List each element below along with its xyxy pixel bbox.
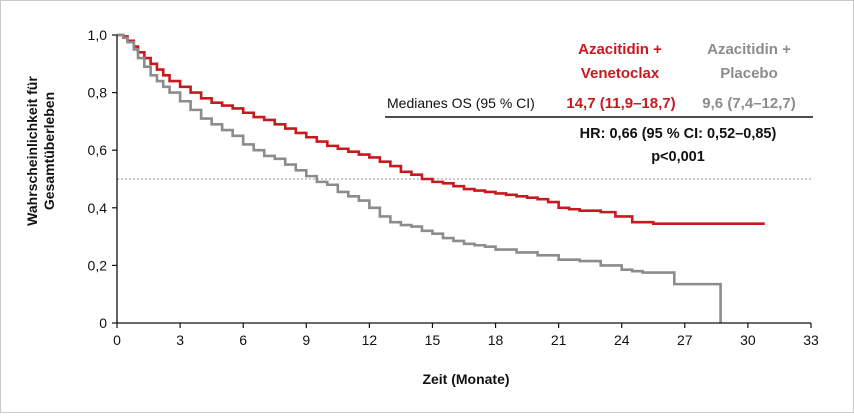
hazard-ratio-text: HR: 0,66 (95 % CI: 0,52–0,85) xyxy=(580,126,777,142)
y-tick-label: 1,0 xyxy=(88,27,108,43)
y-tick-label: 0,8 xyxy=(88,85,108,101)
x-tick-label: 9 xyxy=(302,332,310,348)
x-tick-label: 3 xyxy=(176,332,184,348)
y-tick-label: 0,4 xyxy=(88,200,108,216)
median-row-label: Medianes OS (95 % CI) xyxy=(387,95,535,111)
median-value-placebo: 9,6 (7,4–12,7) xyxy=(702,95,795,112)
legend-header-venetoclax-line-1: Azacitidin + xyxy=(578,41,662,58)
x-tick-label: 21 xyxy=(551,332,567,348)
x-tick-label: 15 xyxy=(425,332,441,348)
median-value-venetoclax: 14,7 (11,9–18,7) xyxy=(566,95,675,112)
x-tick-label: 12 xyxy=(362,332,378,348)
legend-header-venetoclax-line-2: Venetoclax xyxy=(581,65,660,82)
x-tick-label: 33 xyxy=(803,332,819,348)
x-tick-label: 24 xyxy=(614,332,630,348)
x-tick-label: 0 xyxy=(113,332,121,348)
y-tick-label: 0,2 xyxy=(88,257,108,273)
y-tick-label: 0 xyxy=(99,315,107,331)
y-tick-label: 0,6 xyxy=(88,142,108,158)
x-tick-label: 6 xyxy=(239,332,247,348)
x-tick-label: 18 xyxy=(488,332,504,348)
x-tick-label: 27 xyxy=(677,332,693,348)
y-axis-title-line-2: Gesamtüberleben xyxy=(41,92,57,210)
series-line-venetoclax xyxy=(117,33,765,225)
legend-header-placebo-line-2: Placebo xyxy=(720,65,778,82)
series-line-placebo xyxy=(117,33,722,323)
legend-header-placebo-line-1: Azacitidin + xyxy=(707,41,791,58)
p-value-text: p<0,001 xyxy=(651,149,705,165)
y-axis-title-line-1: Wahrscheinlichkeit für xyxy=(24,76,40,226)
x-axis-title: Zeit (Monate) xyxy=(422,371,509,387)
x-tick-label: 30 xyxy=(740,332,756,348)
